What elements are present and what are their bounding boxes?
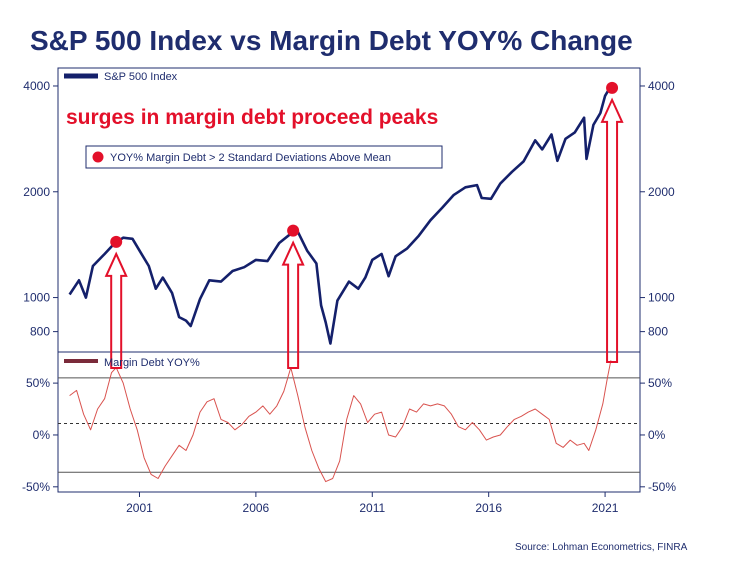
x-tick-label: 2001 <box>126 501 153 515</box>
bottom-panel-frame <box>57 351 641 493</box>
red-arrow <box>600 97 624 363</box>
reference-lines <box>58 377 640 473</box>
chart-title: S&P 500 Index vs Margin Debt YOY% Change <box>30 25 633 56</box>
axes: 800 800 1000 1000 2000 2000 4000 4000 50% 50% 0% 0%… <box>22 79 676 515</box>
bottom-y-tick-label-left: 0% <box>33 428 51 442</box>
top-y-tick-label-right: 4000 <box>648 79 675 93</box>
bottom-y-tick-label-left: 50% <box>26 376 50 390</box>
red-dot <box>606 81 619 94</box>
red-dot <box>110 235 123 248</box>
red-arrow <box>281 240 305 369</box>
top-y-tick-label-right: 1000 <box>648 291 675 305</box>
source-text: Source: Lohman Econometrics, FINRA <box>515 542 688 553</box>
series-layer <box>68 83 614 483</box>
plot-frame <box>57 67 641 493</box>
top-y-tick-label-right: 800 <box>648 325 668 339</box>
bottom-y-tick-label-right: 0% <box>648 428 666 442</box>
red-dot <box>287 224 300 237</box>
x-tick-label: 2016 <box>475 501 502 515</box>
red-dot-legend-swatch <box>92 151 104 163</box>
top-y-tick-label-right: 2000 <box>648 185 675 199</box>
bottom-y-tick-label-right: -50% <box>648 480 676 494</box>
sp500-line <box>68 83 614 345</box>
x-tick-label: 2011 <box>359 501 385 515</box>
red-dot-legend-box <box>85 145 443 169</box>
top-y-tick-label-left: 4000 <box>23 79 50 93</box>
bottom-y-tick-label-right: 50% <box>648 376 672 390</box>
x-tick-label: 2006 <box>243 501 270 515</box>
margin-debt-yoy-line <box>69 360 612 483</box>
red-dot-legend-label: YOY% Margin Debt > 2 Standard Deviations… <box>110 152 391 164</box>
top-y-tick-label-left: 2000 <box>23 185 50 199</box>
x-tick-label: 2021 <box>592 501 619 515</box>
legends: S&P 500 Index YOY% Margin Debt > 2 Standa… <box>64 71 443 369</box>
red-dots-layer <box>110 81 619 248</box>
arrows-layer <box>104 97 624 369</box>
annotation-text: surges in margin debt proceed peaks <box>66 106 438 129</box>
margin-debt-legend-label: Margin Debt YOY% <box>104 357 200 369</box>
top-y-tick-label-left: 1000 <box>23 291 50 305</box>
bottom-y-tick-label-left: -50% <box>22 480 50 494</box>
top-y-tick-label-left: 800 <box>30 325 50 339</box>
red-arrow <box>104 251 128 369</box>
sp500-legend-label: S&P 500 Index <box>104 71 178 83</box>
